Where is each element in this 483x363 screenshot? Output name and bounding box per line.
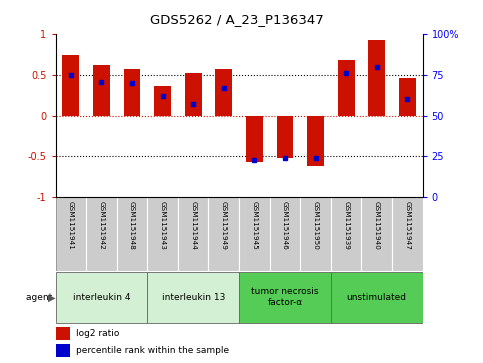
Bar bbox=[86, 197, 117, 271]
Text: GSM1151939: GSM1151939 bbox=[343, 201, 349, 249]
Text: agent: agent bbox=[27, 293, 56, 302]
Bar bbox=[239, 272, 331, 323]
Bar bbox=[331, 197, 361, 271]
Bar bbox=[209, 197, 239, 271]
Text: GDS5262 / A_23_P136347: GDS5262 / A_23_P136347 bbox=[150, 13, 324, 26]
Bar bbox=[215, 69, 232, 116]
Bar bbox=[300, 197, 331, 271]
Text: GSM1151950: GSM1151950 bbox=[313, 201, 319, 249]
Text: ▶: ▶ bbox=[48, 292, 56, 302]
Text: GSM1151946: GSM1151946 bbox=[282, 201, 288, 249]
Bar bbox=[56, 197, 86, 271]
Bar bbox=[154, 86, 171, 116]
Bar bbox=[307, 116, 324, 166]
Bar bbox=[147, 197, 178, 271]
Text: GSM1151944: GSM1151944 bbox=[190, 201, 196, 249]
Bar bbox=[117, 197, 147, 271]
Text: tumor necrosis
factor-α: tumor necrosis factor-α bbox=[251, 287, 319, 307]
Text: GSM1151947: GSM1151947 bbox=[404, 201, 411, 249]
Bar bbox=[178, 197, 209, 271]
Text: GSM1151942: GSM1151942 bbox=[99, 201, 104, 249]
Bar bbox=[369, 40, 385, 116]
Bar bbox=[185, 73, 201, 116]
Bar bbox=[270, 197, 300, 271]
Bar bbox=[147, 272, 239, 323]
Bar bbox=[361, 197, 392, 271]
Bar bbox=[277, 116, 293, 158]
Text: GSM1151945: GSM1151945 bbox=[251, 201, 257, 249]
Text: GSM1151941: GSM1151941 bbox=[68, 201, 74, 249]
Bar bbox=[56, 327, 70, 340]
Bar bbox=[93, 65, 110, 116]
Bar bbox=[239, 197, 270, 271]
Text: percentile rank within the sample: percentile rank within the sample bbox=[76, 346, 229, 355]
Bar bbox=[62, 55, 79, 116]
Bar bbox=[399, 78, 416, 116]
Text: unstimulated: unstimulated bbox=[347, 293, 407, 302]
Bar bbox=[246, 116, 263, 162]
Text: log2 ratio: log2 ratio bbox=[76, 329, 119, 338]
Bar bbox=[392, 197, 423, 271]
Text: GSM1151940: GSM1151940 bbox=[374, 201, 380, 249]
Bar bbox=[56, 344, 70, 356]
Bar bbox=[338, 61, 355, 116]
Bar bbox=[331, 272, 423, 323]
Text: interleukin 13: interleukin 13 bbox=[161, 293, 225, 302]
Text: GSM1151948: GSM1151948 bbox=[129, 201, 135, 249]
Text: interleukin 4: interleukin 4 bbox=[72, 293, 130, 302]
Bar bbox=[124, 69, 141, 116]
Text: GSM1151943: GSM1151943 bbox=[159, 201, 166, 249]
Text: GSM1151949: GSM1151949 bbox=[221, 201, 227, 249]
Bar bbox=[56, 272, 147, 323]
